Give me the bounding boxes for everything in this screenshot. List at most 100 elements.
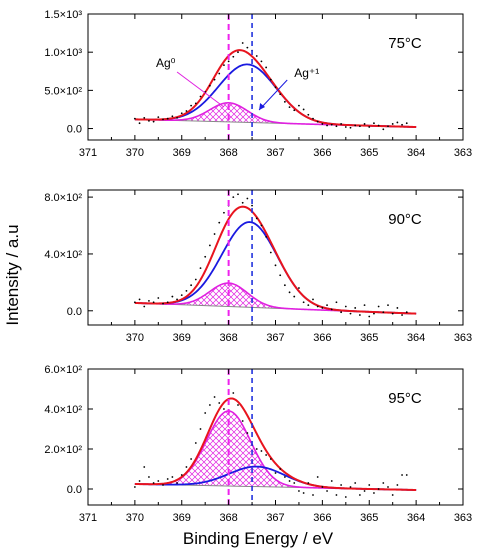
ag0-component-curve xyxy=(134,282,417,315)
data-point xyxy=(387,486,389,488)
data-point xyxy=(265,66,268,69)
data-point xyxy=(255,217,258,220)
data-point xyxy=(298,490,300,492)
data-point xyxy=(358,125,361,128)
plot-frame xyxy=(87,13,464,141)
data-point xyxy=(162,302,164,305)
x-tick-label: 365 xyxy=(360,147,378,159)
data-point xyxy=(237,193,239,196)
data-point xyxy=(373,312,375,315)
x-tick-label: 369 xyxy=(173,332,191,344)
data-point xyxy=(363,304,366,307)
data-point xyxy=(152,301,155,304)
data-point xyxy=(391,312,394,315)
data-point xyxy=(326,124,328,127)
y-tick-label: 0.0 xyxy=(67,484,82,496)
x-tick-label: 367 xyxy=(266,147,284,159)
x-tick-label: 365 xyxy=(360,512,378,524)
data-point xyxy=(307,304,310,307)
y-tick-label: 0.0 xyxy=(67,306,82,318)
data-point xyxy=(307,482,310,484)
data-point xyxy=(349,126,352,129)
panel-title: 90°C xyxy=(388,211,422,228)
data-point xyxy=(180,294,183,297)
data-point xyxy=(260,60,263,63)
data-point xyxy=(382,482,385,484)
data-point xyxy=(316,476,319,478)
ag0-annotation-pointer xyxy=(176,71,225,108)
data-point xyxy=(148,299,150,302)
data-point xyxy=(368,126,371,128)
data-point xyxy=(377,488,380,490)
panel-1: 371 370 369 368 367 366 365 364 363 0.0 5.0×10² 1.0… xyxy=(44,9,472,159)
data-point xyxy=(166,478,169,480)
data-point xyxy=(185,289,188,292)
data-point xyxy=(143,466,146,468)
data-point xyxy=(335,125,338,128)
data-point xyxy=(307,113,310,116)
data-point xyxy=(330,123,333,126)
data-point xyxy=(401,123,403,126)
data-point xyxy=(391,123,394,125)
y-tick-label: 1.5×10³ xyxy=(44,9,82,21)
data-point xyxy=(208,84,211,87)
ag0-hatched-area xyxy=(134,411,417,490)
x-tick-label: 366 xyxy=(313,512,331,524)
data-point xyxy=(335,494,338,496)
data-point xyxy=(321,123,324,125)
data-point xyxy=(269,78,272,81)
data-point xyxy=(194,278,197,281)
data-point xyxy=(274,472,277,474)
data-point xyxy=(171,476,174,478)
y-tick-label: 4.0×10² xyxy=(44,249,82,261)
data-point xyxy=(316,120,319,123)
data-point xyxy=(363,123,366,125)
data-point xyxy=(133,301,136,304)
panel-title: 75°C xyxy=(388,35,422,52)
x-tick-label: 368 xyxy=(219,147,237,159)
data-point xyxy=(133,117,136,120)
data-point xyxy=(138,480,141,482)
data-point xyxy=(288,106,291,109)
data-point xyxy=(293,109,296,112)
ag0-annotation: Ag⁰ xyxy=(156,56,176,70)
data-point xyxy=(255,55,258,57)
y-tick-label: 2.0×10² xyxy=(44,444,82,456)
data-point xyxy=(396,484,399,486)
data-point xyxy=(157,116,160,118)
data-point xyxy=(279,93,282,96)
data-point xyxy=(330,308,333,311)
data-point xyxy=(344,496,347,498)
data-point xyxy=(157,480,160,482)
data-point xyxy=(358,494,361,496)
data-point xyxy=(405,311,408,314)
x-tick-label: 364 xyxy=(407,147,425,159)
data-point xyxy=(279,468,282,470)
data-point xyxy=(176,482,178,484)
data-point xyxy=(298,287,300,289)
ag0-component-curve xyxy=(134,410,417,491)
data-point xyxy=(171,295,174,298)
data-point xyxy=(148,476,150,478)
data-point xyxy=(377,124,380,127)
data-point xyxy=(340,484,343,486)
data-point xyxy=(349,486,352,488)
data-point xyxy=(166,117,169,120)
data-point xyxy=(246,46,249,49)
data-point xyxy=(171,115,174,118)
data-point xyxy=(265,235,268,238)
data-point xyxy=(232,392,235,394)
data-point xyxy=(387,304,389,307)
data-point xyxy=(387,125,389,128)
y-tick-label: 4.0×10² xyxy=(44,404,82,416)
data-point xyxy=(246,197,249,200)
data-point xyxy=(227,60,230,63)
data-point xyxy=(213,396,216,398)
data-point xyxy=(321,307,324,309)
data-point xyxy=(260,224,263,227)
data-point xyxy=(401,474,403,476)
panel-title: 95°C xyxy=(388,390,422,407)
data-point xyxy=(176,298,178,301)
data-point xyxy=(162,118,164,121)
